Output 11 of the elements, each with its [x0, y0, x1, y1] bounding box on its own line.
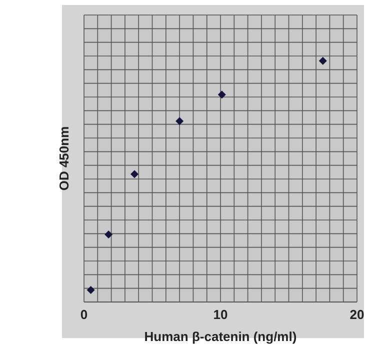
x-tick-label: 10: [213, 307, 228, 322]
x-tick-label: 20: [350, 307, 364, 322]
point: [218, 90, 226, 99]
point: [104, 230, 113, 238]
point: [86, 286, 95, 294]
point: [176, 117, 184, 126]
x-tick-label: 0: [80, 307, 88, 322]
point: [318, 56, 327, 65]
point: [130, 170, 139, 178]
y-axis-title: OD 450nm: [56, 126, 72, 191]
x-axis-title: Human β-catenin (ng/ml): [144, 329, 297, 344]
